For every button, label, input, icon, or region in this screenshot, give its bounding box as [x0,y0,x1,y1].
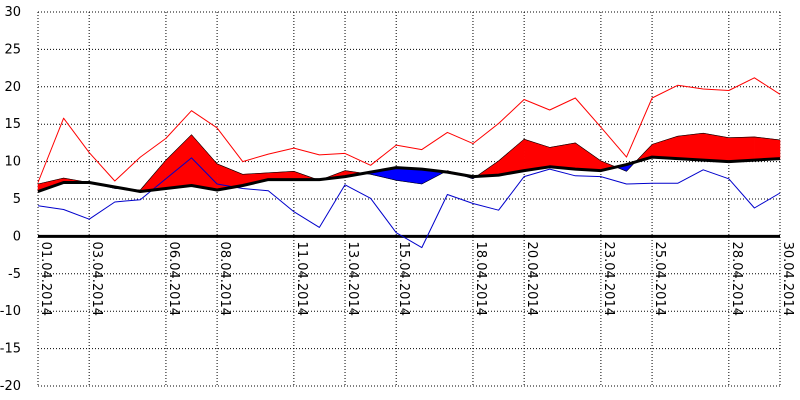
grid-lines [37,11,781,387]
x-tick-label: 01.04.2014 [38,242,53,316]
above-norm-area [702,132,730,162]
x-tick-label: 08.04.2014 [217,242,232,316]
norm-temperature-line [37,155,781,193]
y-tick-label: -10 [0,304,21,319]
x-tick-label: 06.04.2014 [166,242,181,316]
y-tick-label: 25 [4,42,21,57]
series-lines [37,77,781,249]
max-temperature-line [37,77,781,183]
above-norm-area [677,132,704,161]
x-tick-label: 25.04.2014 [652,242,667,316]
y-tick-label: -5 [8,267,21,282]
above-norm-area [651,135,678,159]
x-axis-ticks: 01.04.2014 03.04.2014 06.04.2014 08.04.2014… [38,242,795,316]
y-tick-label: -20 [0,379,21,394]
x-tick-label: 18.04.2014 [473,242,488,316]
x-tick-label: 15.04.2014 [396,242,411,316]
mean-temperature-outline [37,132,781,191]
x-tick-label: 20.04.2014 [524,242,539,316]
x-tick-label: 30.04.2014 [780,242,795,316]
x-tick-label: 13.04.2014 [345,242,360,316]
min-temperature-line [37,157,781,249]
above-norm-area [754,136,781,161]
y-axis-ticks: 30 25 20 15 10 5 0 -5 -10 -15 -20 [0,5,21,394]
y-tick-label: 30 [4,5,21,20]
x-tick-label: 23.04.2014 [601,242,616,316]
x-tick-label: 11.04.2014 [294,242,309,316]
y-tick-label: 10 [4,155,21,170]
y-tick-label: 20 [4,80,21,95]
x-tick-label: 03.04.2014 [89,242,104,316]
y-tick-label: 0 [13,229,21,244]
y-tick-label: 15 [4,117,21,132]
y-tick-label: 5 [13,192,21,207]
y-tick-label: -15 [0,342,21,357]
above-norm-area [575,142,602,171]
above-norm-area [498,138,525,176]
above-norm-area [728,136,755,162]
deviation-fill [37,132,781,192]
x-tick-label: 28.04.2014 [729,242,744,316]
